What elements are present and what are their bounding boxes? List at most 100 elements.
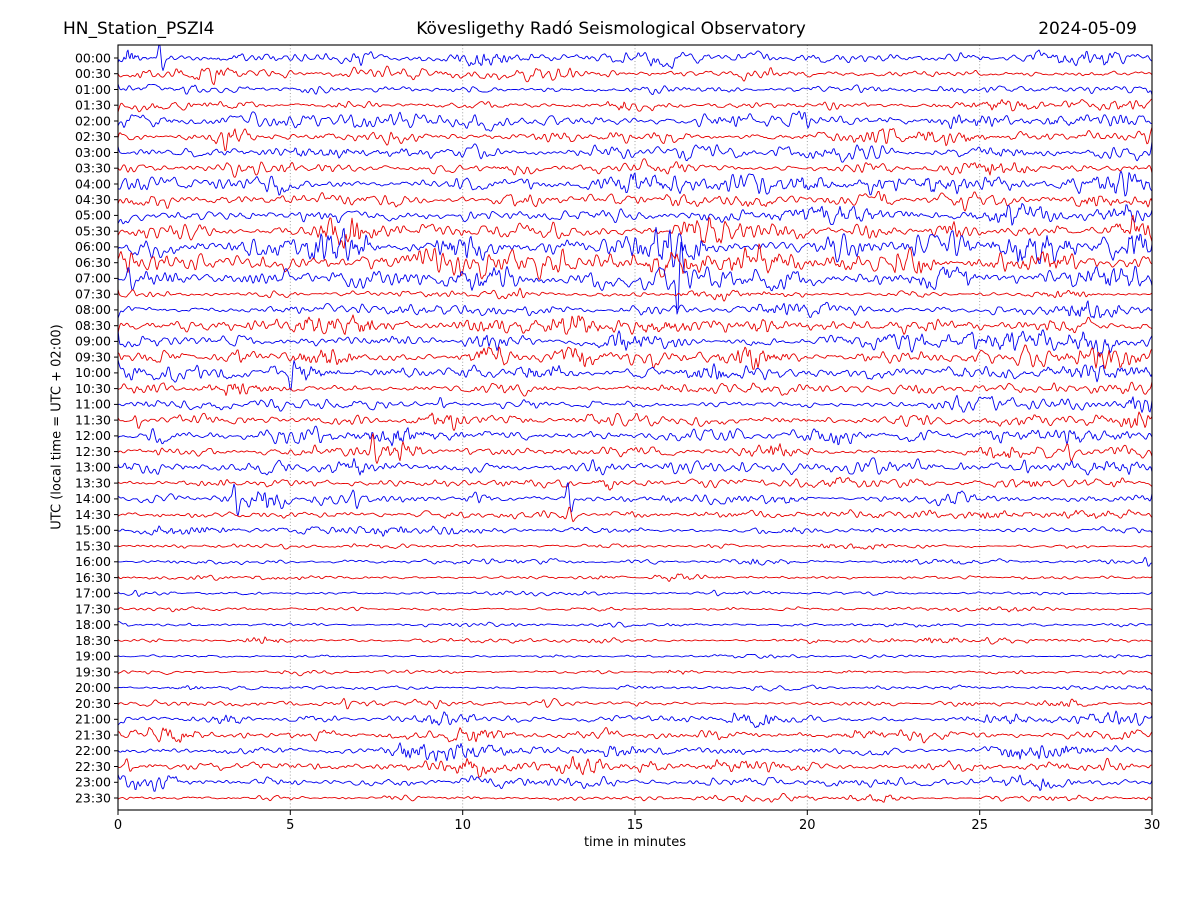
ytick-label-04:30: 04:30 xyxy=(75,192,111,207)
ytick-label-05:30: 05:30 xyxy=(75,224,111,239)
trace-19:30 xyxy=(118,669,1152,677)
ytick-label-01:00: 01:00 xyxy=(75,82,111,97)
trace-17:00 xyxy=(118,589,1152,597)
ytick-label-15:00: 15:00 xyxy=(75,523,111,538)
trace-05:30 xyxy=(118,214,1152,249)
ytick-label-02:30: 02:30 xyxy=(75,129,111,144)
ytick-label-07:30: 07:30 xyxy=(75,287,111,302)
ytick-label-18:30: 18:30 xyxy=(75,633,111,648)
ytick-label-09:00: 09:00 xyxy=(75,334,111,349)
xtick-label-10: 10 xyxy=(454,818,471,833)
trace-10:30 xyxy=(118,381,1152,397)
ytick-label-16:30: 16:30 xyxy=(75,570,111,585)
ytick-label-17:30: 17:30 xyxy=(75,601,111,616)
trace-group xyxy=(118,45,1152,803)
xtick-label-0: 0 xyxy=(114,818,122,833)
ytick-label-08:00: 08:00 xyxy=(75,302,111,317)
trace-11:30 xyxy=(118,411,1152,431)
trace-20:00 xyxy=(118,684,1152,692)
trace-16:30 xyxy=(118,573,1152,582)
trace-13:00 xyxy=(118,457,1152,476)
trace-08:30 xyxy=(118,314,1152,335)
ytick-label-00:30: 00:30 xyxy=(75,66,111,81)
trace-20:30 xyxy=(118,697,1152,710)
trace-10:00 xyxy=(118,359,1152,391)
ytick-label-20:00: 20:00 xyxy=(75,680,111,695)
ytick-label-07:00: 07:00 xyxy=(75,271,111,286)
trace-18:30 xyxy=(118,636,1152,645)
trace-01:00 xyxy=(118,83,1152,96)
trace-09:00 xyxy=(118,328,1152,357)
ytick-label-21:30: 21:30 xyxy=(75,727,111,742)
ytick-label-11:00: 11:00 xyxy=(75,397,111,412)
trace-08:00 xyxy=(118,300,1152,319)
ytick-label-22:00: 22:00 xyxy=(75,743,111,758)
ytick-label-13:00: 13:00 xyxy=(75,460,111,475)
ytick-label-09:30: 09:30 xyxy=(75,349,111,364)
trace-12:30 xyxy=(118,433,1152,464)
ytick-label-00:00: 00:00 xyxy=(75,50,111,65)
xtick-label-30: 30 xyxy=(1144,818,1161,833)
trace-21:00 xyxy=(118,710,1152,728)
ytick-label-16:00: 16:00 xyxy=(75,554,111,569)
ytick-label-20:30: 20:30 xyxy=(75,696,111,711)
trace-16:00 xyxy=(118,556,1152,567)
trace-17:30 xyxy=(118,606,1152,613)
date-label: 2024-05-09 xyxy=(1038,19,1137,39)
ytick-label-14:30: 14:30 xyxy=(75,507,111,522)
observatory-title: Kövesligethy Radó Seismological Observat… xyxy=(416,19,806,39)
trace-07:30 xyxy=(118,287,1152,302)
ytick-label-12:00: 12:00 xyxy=(75,428,111,443)
trace-06:30 xyxy=(118,243,1152,280)
trace-07:00 xyxy=(118,241,1152,315)
trace-03:00 xyxy=(118,140,1152,163)
ytick-label-05:00: 05:00 xyxy=(75,208,111,223)
ytick-label-14:00: 14:00 xyxy=(75,491,111,506)
trace-01:30 xyxy=(118,98,1152,113)
ytick-label-13:30: 13:30 xyxy=(75,475,111,490)
trace-09:30 xyxy=(118,344,1152,370)
trace-14:00 xyxy=(118,482,1152,517)
trace-23:00 xyxy=(118,773,1152,792)
trace-00:00 xyxy=(118,45,1152,71)
trace-00:30 xyxy=(118,65,1152,86)
ytick-label-19:00: 19:00 xyxy=(75,649,111,664)
trace-04:00 xyxy=(118,170,1152,197)
xtick-label-25: 25 xyxy=(971,818,988,833)
ytick-label-04:00: 04:00 xyxy=(75,176,111,191)
ytick-label-08:30: 08:30 xyxy=(75,318,111,333)
trace-02:00 xyxy=(118,110,1152,132)
trace-22:30 xyxy=(118,755,1152,778)
trace-13:30 xyxy=(118,476,1152,491)
ytick-label-02:00: 02:00 xyxy=(75,113,111,128)
ytick-label-03:00: 03:00 xyxy=(75,145,111,160)
ytick-label-11:30: 11:30 xyxy=(75,412,111,427)
trace-19:00 xyxy=(118,653,1152,659)
trace-04:30 xyxy=(118,190,1152,212)
xtick-label-20: 20 xyxy=(799,818,816,833)
trace-21:30 xyxy=(118,726,1152,744)
ytick-label-10:00: 10:00 xyxy=(75,365,111,380)
trace-03:30 xyxy=(118,158,1152,178)
ytick-label-06:30: 06:30 xyxy=(75,255,111,270)
trace-11:00 xyxy=(118,394,1152,413)
ytick-label-06:00: 06:00 xyxy=(75,239,111,254)
ytick-label-19:30: 19:30 xyxy=(75,664,111,679)
ytick-label-23:00: 23:00 xyxy=(75,775,111,790)
trace-22:00 xyxy=(118,742,1152,762)
trace-02:30 xyxy=(118,126,1152,152)
x-axis-label: time in minutes xyxy=(583,835,687,850)
ytick-label-15:30: 15:30 xyxy=(75,538,111,553)
ytick-label-21:00: 21:00 xyxy=(75,712,111,727)
trace-14:30 xyxy=(118,506,1152,523)
trace-12:00 xyxy=(118,425,1152,447)
station-title: HN_Station_PSZI4 xyxy=(63,19,215,39)
ytick-label-12:30: 12:30 xyxy=(75,444,111,459)
xtick-label-5: 5 xyxy=(286,818,294,833)
ytick-label-22:30: 22:30 xyxy=(75,759,111,774)
ytick-label-03:30: 03:30 xyxy=(75,161,111,176)
trace-15:30 xyxy=(118,543,1152,550)
trace-06:00 xyxy=(118,226,1152,268)
